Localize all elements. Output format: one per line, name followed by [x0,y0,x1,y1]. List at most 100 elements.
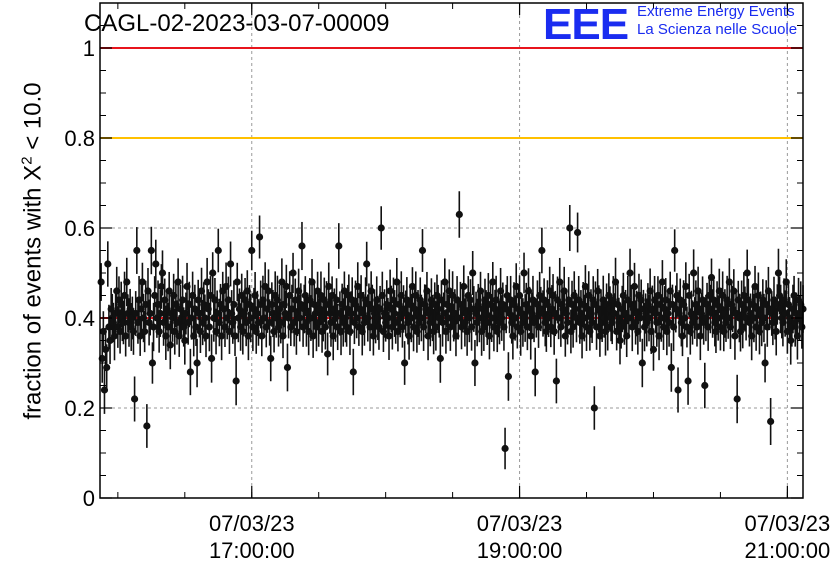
data-point [460,282,468,291]
y-tick-label: 0.2 [64,396,95,421]
data-point [130,395,139,403]
data-point [626,269,634,277]
data-point [438,318,447,327]
data-point [524,287,533,295]
data-point [573,228,582,237]
data-point [455,210,463,219]
data-point [335,242,343,250]
data-point [489,278,497,286]
data-point [226,260,235,268]
eee-logo-mark: EEE [543,0,629,49]
data-point [205,323,213,331]
data-point [527,332,535,340]
data-point [630,282,639,291]
data-point [264,287,273,295]
data-point [298,242,306,250]
data-point [283,363,292,372]
data-point [590,404,598,412]
data-point [377,224,385,232]
data-point [193,359,201,367]
data-point [110,332,119,340]
data-point [418,246,427,255]
plot-frame [99,2,804,499]
data-point [346,327,354,336]
data-point [469,269,477,277]
data-point [743,269,751,277]
data-point [638,359,646,367]
axes: 00.20.40.60.8107/03/2317:00:0007/03/2319… [64,3,830,563]
x-tick-label-date: 07/03/23 [477,511,563,536]
data-point [436,354,444,363]
data-point [282,282,290,291]
data-point [156,309,164,318]
data-point [104,260,112,268]
data-point [309,332,317,340]
data-point [230,300,238,309]
data-point [682,282,690,291]
data-point [674,386,682,394]
data-point [665,318,673,327]
data-point [649,345,658,354]
data-point [133,246,141,255]
data-point [123,278,131,286]
data-point [103,363,111,372]
data-point [772,327,780,336]
data-point [798,323,806,331]
data-point [224,296,232,304]
data-point [202,332,210,340]
data-point [581,282,590,291]
data-point [696,332,704,340]
y-axis-label: fraction of events with X2 < 10.0 [19,82,48,419]
y-tick-label: 0.4 [64,306,95,331]
data-point [531,368,539,376]
grid-lines [100,3,803,498]
data-point [289,269,297,277]
y-tick-label: 0.6 [64,216,95,241]
chart-title: CAGL-02-2023-03-07-00009 [84,10,390,37]
data-point [667,363,675,372]
data-point [296,314,304,322]
data-point [664,309,672,318]
y-axis-label-tail: < 10.0 [19,82,47,157]
data-point [267,354,275,363]
data-point [324,350,332,358]
data-point [367,287,375,295]
data-point [386,287,394,295]
logo-line-1: Extreme Energy Events [637,3,795,20]
data-point [178,296,187,304]
data-point [321,323,330,331]
data-point [101,345,110,354]
data-point [239,327,247,336]
data-point [398,323,407,331]
data-point [761,359,769,367]
x-tick-label-time: 17:00:00 [209,538,295,563]
data-point [373,296,381,304]
data-point [690,269,698,277]
data-point [504,372,513,381]
y-axis-label-sup: 2 [18,156,36,165]
data-point [141,327,149,336]
data-point [268,300,276,309]
data-point [194,296,202,304]
data-point [136,332,144,340]
data-point [552,377,560,385]
y-tick-label: 0 [83,486,95,511]
data-point [233,278,241,286]
x-tick-label-time: 21:00:00 [745,538,831,563]
data-point [207,354,216,363]
data-point [149,323,158,331]
y-tick-label: 0.8 [64,126,95,151]
data-point [701,381,709,390]
data-point [347,309,355,318]
data-point [340,287,348,295]
data-point [292,327,300,336]
data-point [192,323,200,331]
data-point [201,314,209,322]
data-series [97,191,807,470]
data-point [408,282,417,291]
data-point [363,260,371,268]
data-point [148,359,157,367]
logo-line-2: La Scienza nelle Scuole [637,21,798,38]
data-point [787,336,795,345]
data-point [332,296,341,304]
